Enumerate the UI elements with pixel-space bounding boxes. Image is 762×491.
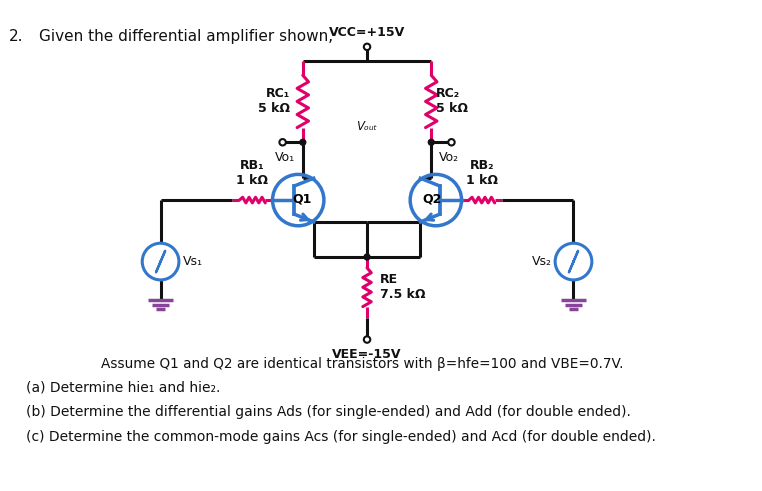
Circle shape [363, 336, 370, 343]
Text: (b) Determine the differential gains Ads (for single-ended) and Add (for double : (b) Determine the differential gains Ads… [26, 405, 631, 419]
Circle shape [428, 139, 434, 145]
Circle shape [364, 254, 370, 260]
Text: Q2: Q2 [422, 192, 442, 206]
Text: VCC=+15V: VCC=+15V [329, 27, 405, 39]
Text: Vs₁: Vs₁ [183, 255, 203, 268]
Text: RC₁
5 kΩ: RC₁ 5 kΩ [258, 87, 290, 115]
Circle shape [448, 139, 455, 145]
Text: RE
7.5 kΩ: RE 7.5 kΩ [380, 273, 425, 301]
Circle shape [300, 139, 306, 145]
Text: Given the differential amplifier shown,: Given the differential amplifier shown, [39, 29, 333, 44]
Text: (c) Determine the common-mode gains Acs (for single-ended) and Acd (for double e: (c) Determine the common-mode gains Acs … [26, 430, 655, 444]
Circle shape [363, 44, 370, 50]
Text: Assume Q1 and Q2 are identical transistors with β=hfe=100 and VBE=0.7V.: Assume Q1 and Q2 are identical transisto… [101, 357, 624, 371]
Text: Vₒᵤₜ: Vₒᵤₜ [357, 120, 378, 133]
Text: RB₁
1 kΩ: RB₁ 1 kΩ [236, 159, 268, 187]
Text: RB₂
1 kΩ: RB₂ 1 kΩ [466, 159, 498, 187]
Text: Vs₂: Vs₂ [531, 255, 552, 268]
Circle shape [280, 139, 286, 145]
Text: VEE=-15V: VEE=-15V [332, 348, 402, 361]
Text: Vo₁: Vo₁ [275, 151, 296, 164]
Text: (a) Determine hie₁ and hie₂.: (a) Determine hie₁ and hie₂. [26, 380, 220, 394]
Text: 2.: 2. [9, 29, 24, 44]
Text: RC₂
5 kΩ: RC₂ 5 kΩ [436, 87, 468, 115]
Text: Q1: Q1 [292, 192, 312, 206]
Text: Vo₂: Vo₂ [439, 151, 459, 164]
